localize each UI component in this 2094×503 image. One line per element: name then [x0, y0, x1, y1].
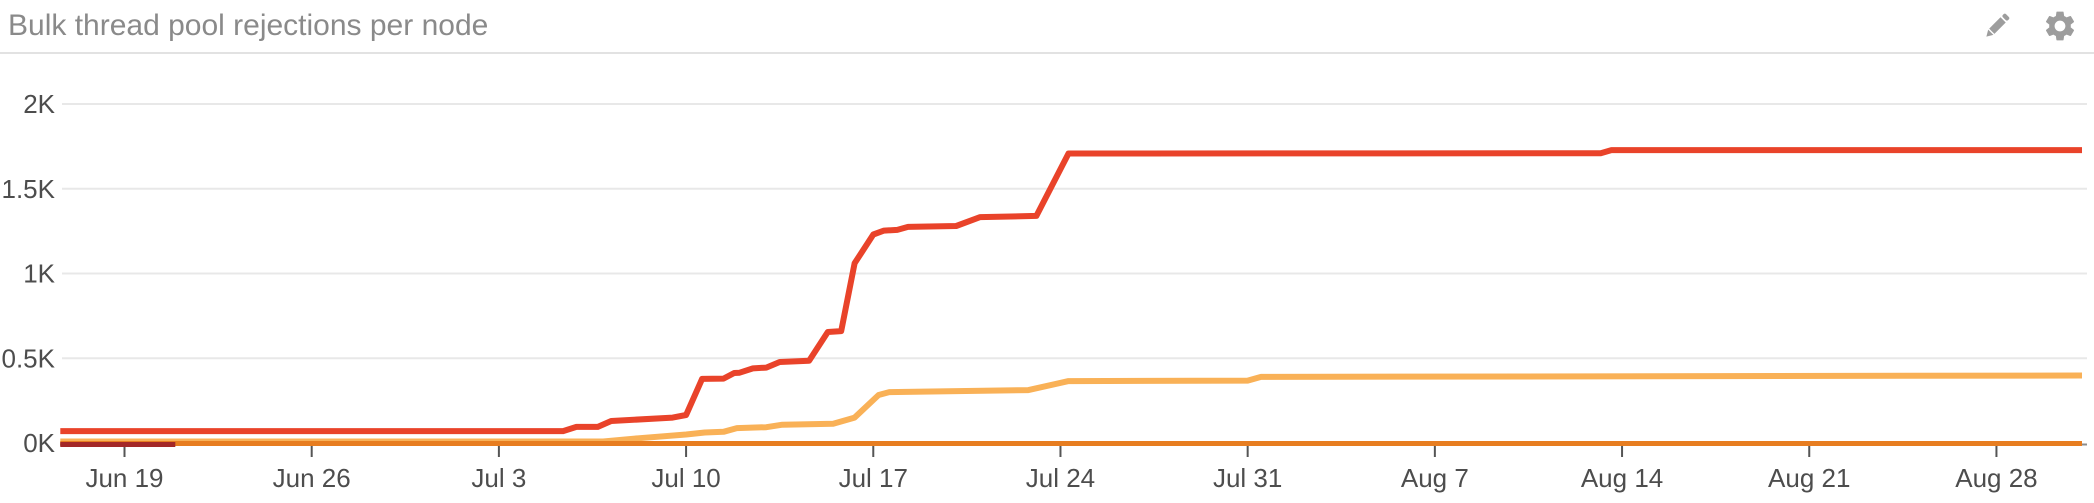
y-tick-label: 0K: [23, 428, 55, 458]
x-tick-label: Aug 21: [1768, 463, 1850, 493]
x-tick-label: Jun 19: [85, 463, 163, 493]
y-tick-label: 0.5K: [2, 343, 56, 373]
x-tick-label: Jun 26: [273, 463, 351, 493]
gear-icon: [2045, 11, 2075, 41]
panel-title: Bulk thread pool rejections per node: [8, 9, 489, 42]
panel-header: Bulk thread pool rejections per node: [0, 0, 2094, 54]
chart-plot-area[interactable]: [60, 66, 2087, 458]
series-line-amber: [60, 372, 2083, 445]
x-tick-label: Jul 17: [839, 463, 908, 493]
y-tick-label: 1.5K: [2, 174, 56, 204]
x-tick-label: Aug 7: [1401, 463, 1469, 493]
x-tick-label: Aug 14: [1581, 463, 1663, 493]
x-tick-label: Jul 10: [651, 463, 720, 493]
panel-actions: [1980, 8, 2078, 44]
y-tick-label: 1K: [23, 259, 55, 289]
series-line-red: [60, 147, 2082, 435]
edit-button[interactable]: [1980, 9, 2014, 43]
y-tick-label: 2K: [23, 89, 55, 119]
pencil-icon: [1986, 13, 2010, 37]
x-tick-label: Jul 24: [1026, 463, 1095, 493]
settings-button[interactable]: [2042, 8, 2078, 44]
x-tick-label: Aug 28: [1955, 463, 2037, 493]
x-tick-label: Jul 31: [1213, 463, 1282, 493]
x-tick-label: Jul 3: [471, 463, 526, 493]
